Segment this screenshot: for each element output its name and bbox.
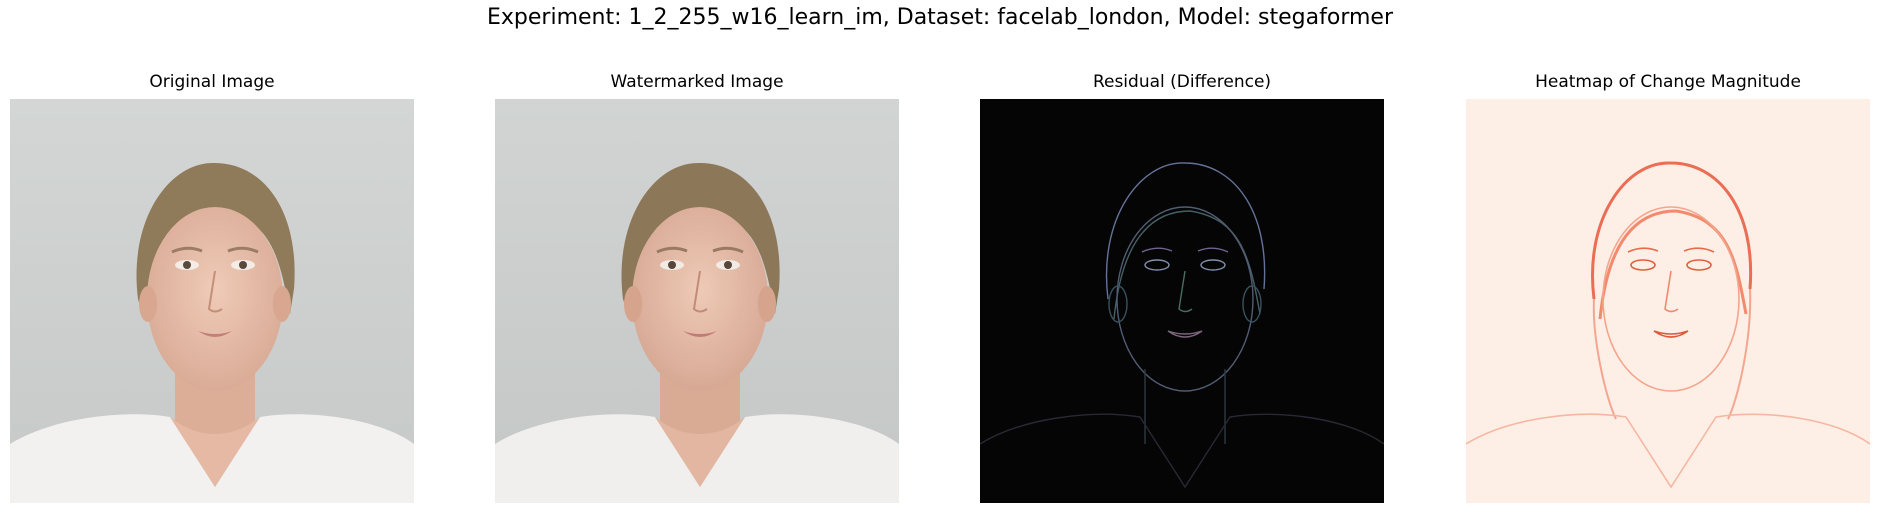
original-image bbox=[10, 99, 414, 503]
residual-title: Residual (Difference) bbox=[1092, 72, 1272, 92]
heatmap-image bbox=[1466, 99, 1870, 503]
watermarked-image bbox=[495, 99, 899, 503]
figure-title: Experiment: 1_2_255_w16_learn_im, Datase… bbox=[487, 5, 1393, 30]
heatmap-title: Heatmap of Change Magnitude bbox=[1535, 72, 1801, 92]
original-image-title: Original Image bbox=[149, 72, 275, 92]
watermarked-image-title: Watermarked Image bbox=[610, 72, 784, 92]
residual-image bbox=[980, 99, 1384, 503]
